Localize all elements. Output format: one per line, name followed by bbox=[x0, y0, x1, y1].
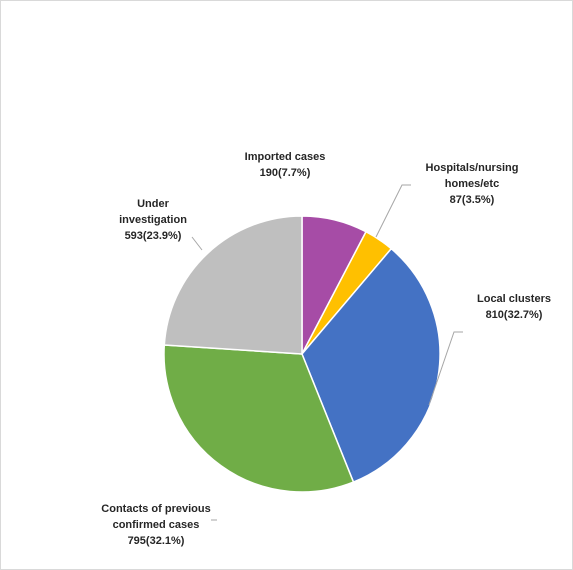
leader-line-local-clusters bbox=[428, 331, 463, 406]
data-labels: Imported cases 190(7.7%) Hospitals/nursing… bbox=[101, 151, 551, 547]
data-label-local-clusters: Local clusters 810(32.7%) bbox=[477, 293, 551, 321]
pie-slice-local-clusters bbox=[301, 247, 441, 483]
data-label-category-line: Under bbox=[137, 198, 170, 210]
leader-lines bbox=[191, 184, 463, 521]
data-label-category-line: confirmed cases bbox=[113, 519, 200, 531]
data-label-value: 593(23.9%) bbox=[125, 230, 182, 242]
pie-slices bbox=[163, 215, 441, 493]
data-label-category-line: Local clusters bbox=[477, 293, 551, 305]
data-label-hospitals-nursing-homes-etc: Hospitals/nursing homes/etc 87(3.5%) bbox=[426, 162, 519, 206]
data-label-value: 795(32.1%) bbox=[128, 535, 185, 547]
data-label-category-line: Hospitals/nursing bbox=[426, 162, 519, 174]
data-label-under-investigation: Under investigation 593(23.9%) bbox=[119, 198, 187, 242]
leader-line-hospitals-nursing-homes-etc bbox=[375, 184, 411, 238]
data-label-category-line: Contacts of previous bbox=[101, 503, 210, 515]
data-label-category-line: homes/etc bbox=[445, 178, 499, 190]
leader-line-under-investigation bbox=[191, 236, 203, 251]
data-label-value: 810(32.7%) bbox=[486, 309, 543, 321]
data-label-value: 87(3.5%) bbox=[450, 194, 495, 206]
pie-slice-contacts-of-previous-confirmed-cases bbox=[163, 344, 355, 493]
data-label-category-line: Imported cases bbox=[245, 151, 326, 163]
pie-slice-under-investigation bbox=[163, 215, 303, 355]
data-label-value: 190(7.7%) bbox=[260, 167, 311, 179]
data-label-category-line: investigation bbox=[119, 214, 187, 226]
data-label-contacts-of-previous-confirmed-cases: Contacts of previous confirmed cases 795(3… bbox=[101, 503, 210, 547]
data-label-imported-cases: Imported cases 190(7.7%) bbox=[245, 151, 326, 179]
